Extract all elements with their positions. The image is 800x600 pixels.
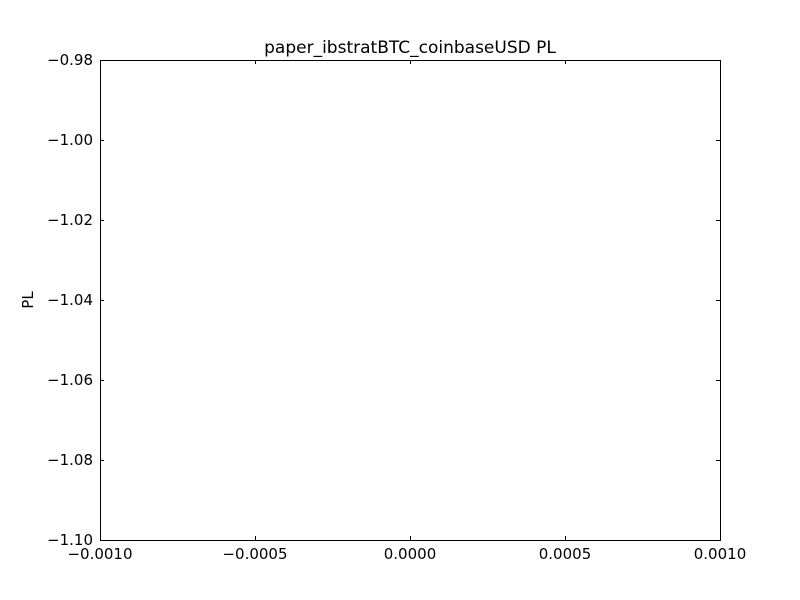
x-tick-label: 0.0005 [539,545,592,563]
x-tick-label: 0.0000 [384,545,437,563]
y-tick-label: −1.06 [47,371,93,389]
x-tick-label: −0.0010 [67,545,132,563]
y-tick-label: −1.10 [47,531,93,549]
y-axis-ticks: −0.98 −1.00 −1.02 −1.04 −1.06 −1.08 −1.10 [47,51,720,549]
y-tick-label: −0.98 [47,51,93,69]
y-tick-label: −1.08 [47,451,93,469]
y-tick-label: −1.02 [47,211,93,229]
y-tick-label: −1.04 [47,291,93,309]
x-tick-label: −0.0005 [222,545,287,563]
plot-area-frame [100,60,721,541]
x-axis-ticks: −0.0010 −0.0005 0.0000 0.0005 0.0010 [67,60,746,563]
y-axis-label: PL [19,291,37,309]
y-tick-label: −1.00 [47,131,93,149]
chart-title: paper_ibstratBTC_coinbaseUSD PL [264,38,556,58]
x-tick-label: 0.0010 [694,545,747,563]
